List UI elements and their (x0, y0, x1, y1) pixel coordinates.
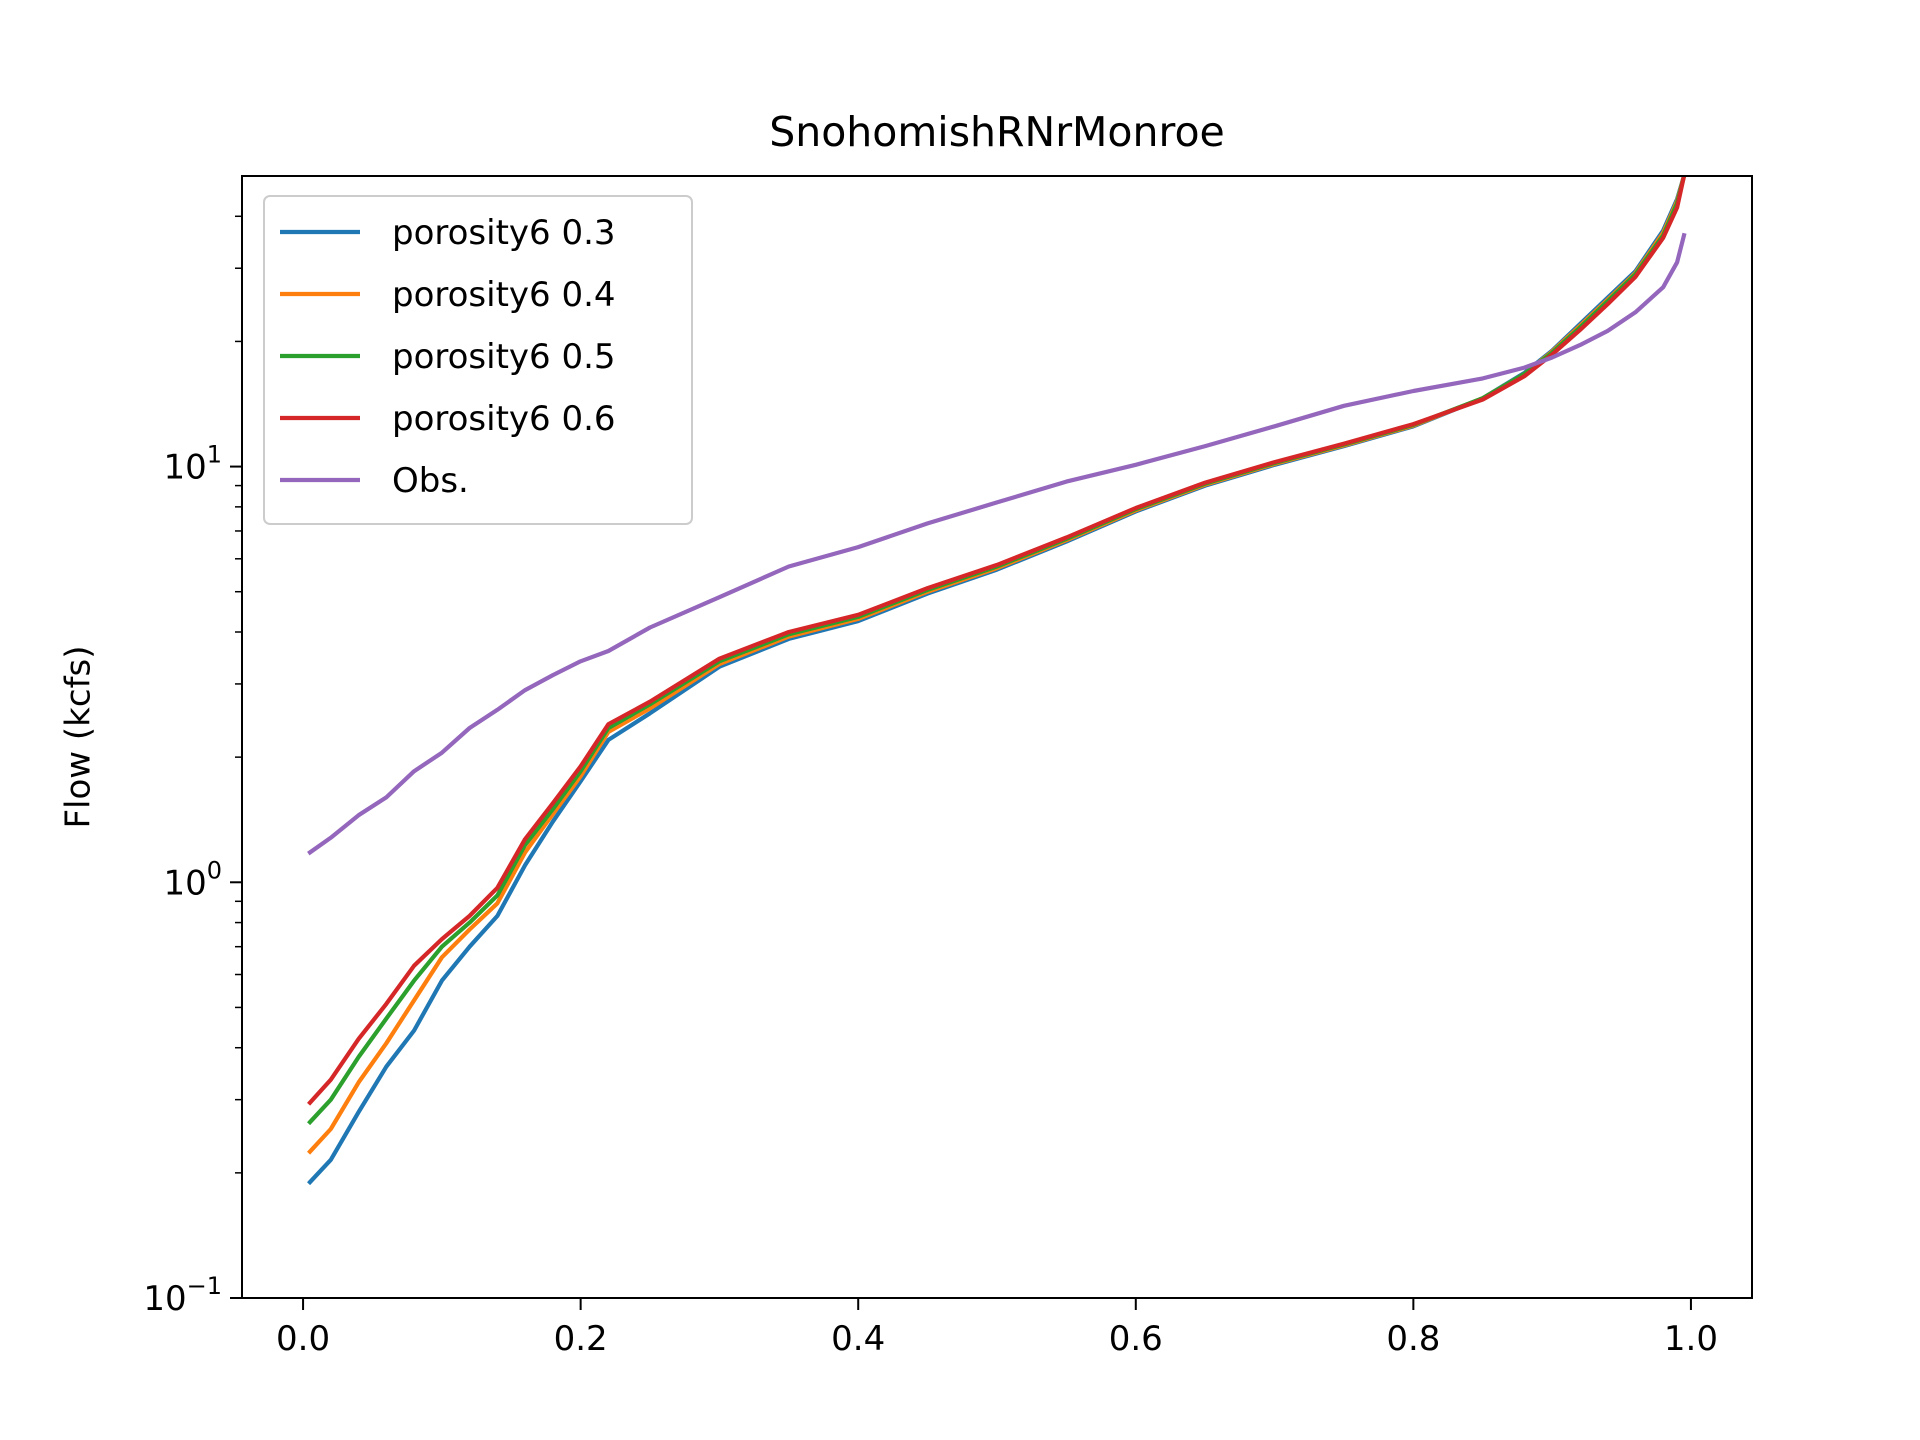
legend-label-1: porosity6 0.4 (392, 275, 616, 315)
legend-label-0: porosity6 0.3 (392, 213, 616, 253)
y-axis: 10−1 100 101 (143, 215, 242, 1319)
legend-label-4: Obs. (392, 461, 469, 501)
chart-title: SnohomishRNrMonroe (769, 108, 1225, 156)
x-axis: 0.0 0.2 0.4 0.6 0.8 1.0 (276, 1298, 1718, 1359)
legend-box (263, 195, 693, 525)
legend: porosity6 0.3 porosity6 0.4 porosity6 0.5 p… (263, 195, 693, 525)
y-axis-label: Flow (kcfs) (59, 645, 99, 828)
y-tick-label-0: 10−1 (143, 1272, 222, 1319)
x-tick-label-4: 0.8 (1386, 1319, 1440, 1359)
x-tick-label-5: 1.0 (1664, 1319, 1718, 1359)
y-tick-label-2: 101 (163, 441, 222, 488)
legend-label-2: porosity6 0.5 (392, 337, 616, 377)
series-line-3 (307, 176, 1687, 1106)
series-lines (307, 176, 1687, 1186)
series-line-4 (307, 232, 1687, 856)
legend-label-3: porosity6 0.6 (392, 399, 616, 439)
x-tick-label-0: 0.0 (276, 1319, 330, 1359)
x-tick-label-3: 0.6 (1109, 1319, 1163, 1359)
plot-area (241, 175, 1753, 1299)
x-tick-label-1: 0.2 (554, 1319, 608, 1359)
axes-frame (241, 175, 1753, 1299)
x-tick-label-2: 0.4 (831, 1319, 885, 1359)
y-tick-label-1: 100 (163, 856, 222, 903)
